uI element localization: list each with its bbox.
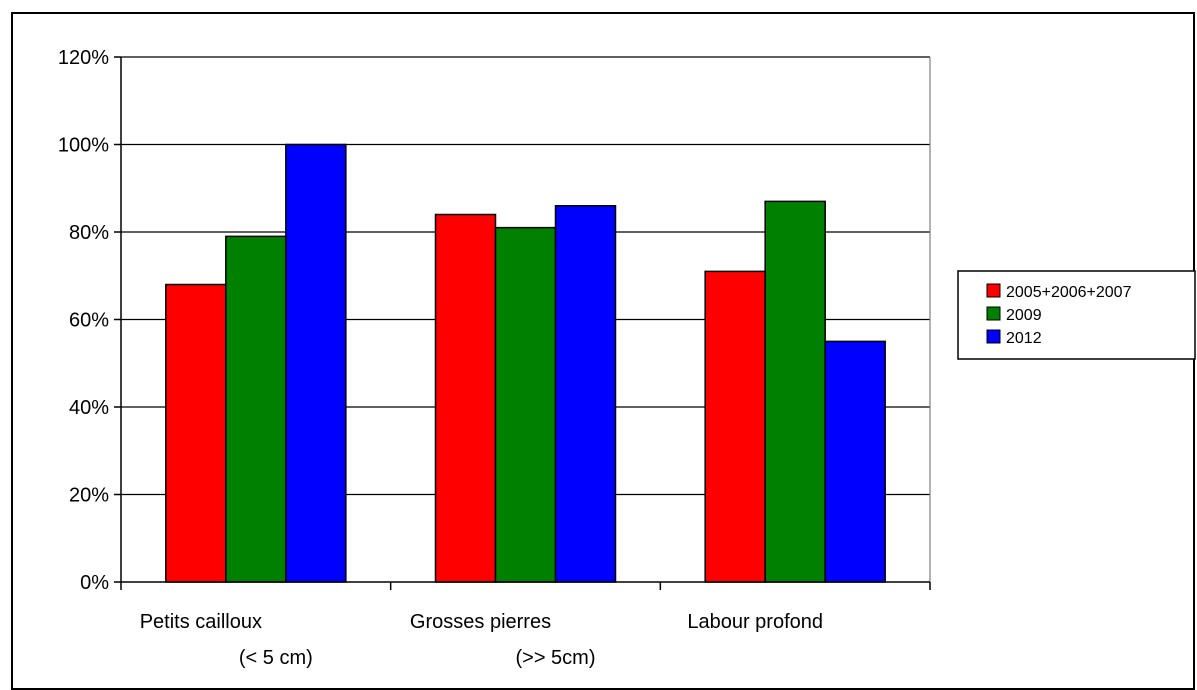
legend-swatch xyxy=(986,306,1001,321)
y-tick-label: 60% xyxy=(69,310,109,332)
y-tick-label: 120% xyxy=(58,47,109,69)
x-tick-label: Petits cailloux xyxy=(140,611,262,633)
bar-2009-1 xyxy=(494,226,557,583)
y-tick-label: 20% xyxy=(69,485,109,507)
legend-label: 2012 xyxy=(1006,330,1042,347)
bar-2005-2006-2007-0 xyxy=(165,283,227,583)
y-tick-label: 100% xyxy=(58,135,109,157)
legend-label: 2009 xyxy=(1006,307,1042,324)
x-tick-label: Grosses pierres xyxy=(410,611,551,633)
bar-2005-2006-2007-1 xyxy=(434,213,497,583)
y-tick-label: 80% xyxy=(69,222,109,244)
bar-2005-2006-2007-2 xyxy=(704,270,766,583)
x-tick-label-line2: (< 5 cm) xyxy=(239,647,313,669)
bar-2012-2 xyxy=(824,340,886,583)
bar-2009-0 xyxy=(225,235,287,583)
legend-swatch xyxy=(986,329,1001,344)
y-tick-label: 40% xyxy=(69,397,109,419)
bar-2012-0 xyxy=(285,143,347,583)
legend-swatch xyxy=(986,283,1001,298)
x-tick-label-line2: (>> 5cm) xyxy=(515,647,595,669)
bar-2012-1 xyxy=(554,205,617,583)
plot-area: 0% 20% 40% 60% 80% 100% 120% Petits cailloux (< … xyxy=(58,47,931,669)
legend-label: 2005+2006+2007 xyxy=(1006,284,1132,301)
legend: 2005+2006+2007 2009 2012 xyxy=(957,270,1196,360)
x-tick-label: Labour profond xyxy=(687,611,823,633)
y-tick-label: 0% xyxy=(80,572,109,594)
bar-2009-2 xyxy=(764,200,826,583)
